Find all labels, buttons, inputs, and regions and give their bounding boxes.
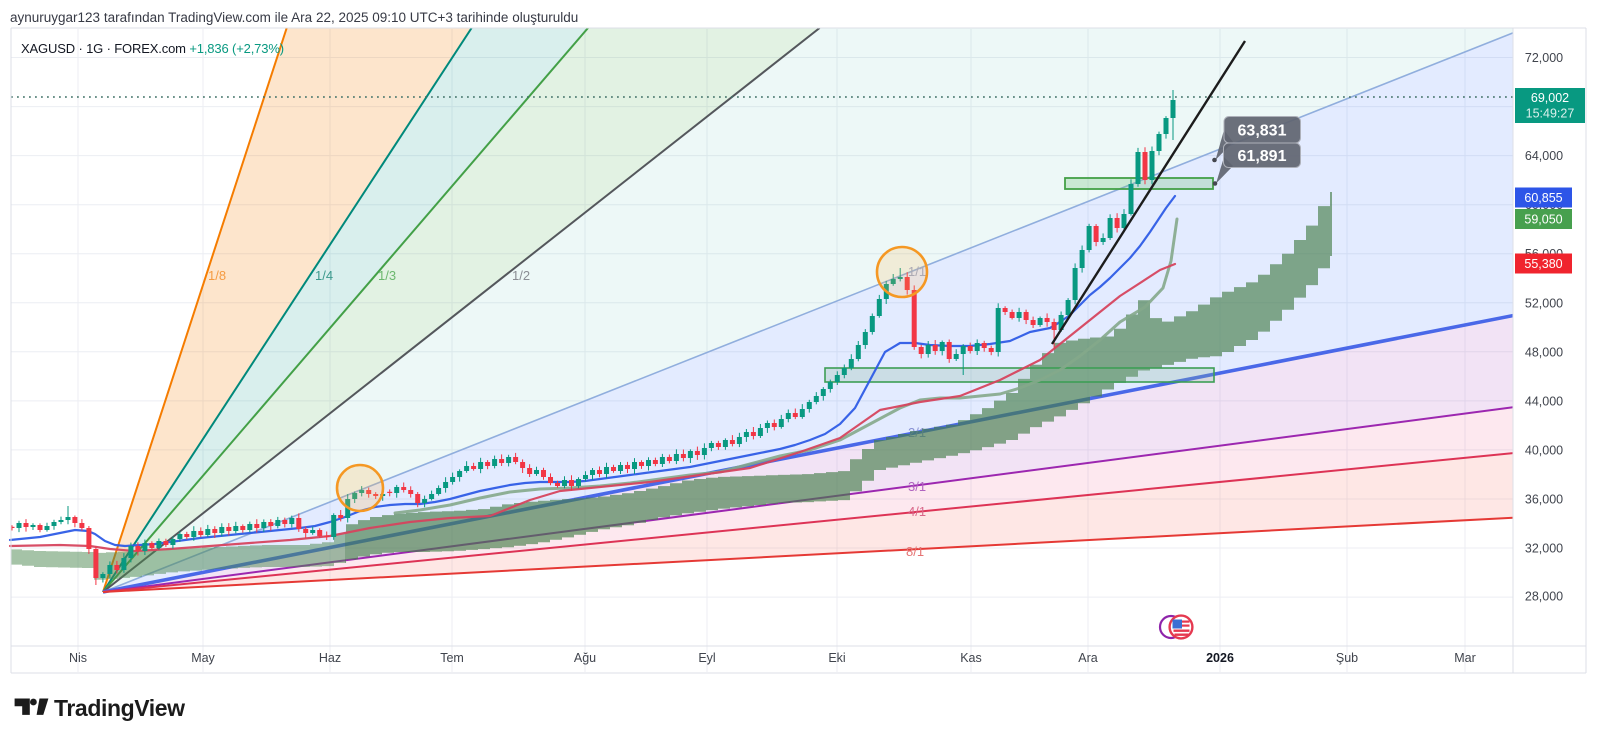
svg-text:1/8: 1/8 [208, 268, 226, 283]
svg-text:aynuruygar123 tarafından Tradi: aynuruygar123 tarafından TradingView.com… [10, 10, 578, 25]
svg-text:55,380: 55,380 [1524, 257, 1562, 271]
svg-text:32,000: 32,000 [1525, 542, 1563, 556]
svg-text:60,855: 60,855 [1524, 191, 1562, 205]
svg-text:Şub: Şub [1336, 651, 1358, 665]
svg-text:8/1: 8/1 [906, 544, 924, 559]
svg-text:3/1: 3/1 [908, 479, 926, 494]
svg-text:15:49:27: 15:49:27 [1526, 107, 1575, 121]
svg-text:Mar: Mar [1454, 651, 1476, 665]
svg-text:1/4: 1/4 [315, 268, 333, 283]
svg-text:52,000: 52,000 [1525, 296, 1563, 310]
svg-text:40,000: 40,000 [1525, 443, 1563, 457]
svg-text:Eyl: Eyl [698, 651, 715, 665]
svg-text:Kas: Kas [960, 651, 982, 665]
svg-text:1/3: 1/3 [378, 268, 396, 283]
svg-text:May: May [191, 651, 215, 665]
svg-text:Haz: Haz [319, 651, 341, 665]
svg-text:4/1: 4/1 [908, 504, 926, 519]
svg-text:Tem: Tem [440, 651, 464, 665]
svg-text:1/2: 1/2 [512, 268, 530, 283]
svg-text:Ağu: Ağu [574, 651, 596, 665]
svg-text:64,000: 64,000 [1525, 149, 1563, 163]
svg-text:2026: 2026 [1206, 651, 1234, 665]
svg-text:1/1: 1/1 [908, 264, 926, 279]
svg-text:Nis: Nis [69, 651, 87, 665]
svg-text:TradingView: TradingView [54, 695, 185, 721]
svg-text:XAGUSD · 1G · FOREX.com +1,836: XAGUSD · 1G · FOREX.com +1,836 (+2,73%) [21, 41, 284, 56]
svg-text:61,891: 61,891 [1238, 148, 1287, 165]
svg-text:69,002: 69,002 [1531, 91, 1569, 105]
svg-text:48,000: 48,000 [1525, 345, 1563, 359]
svg-text:72,000: 72,000 [1525, 51, 1563, 65]
svg-text:59,050: 59,050 [1524, 213, 1562, 227]
svg-text:Ara: Ara [1078, 651, 1098, 665]
svg-text:44,000: 44,000 [1525, 394, 1563, 408]
svg-text:63,831: 63,831 [1238, 123, 1287, 140]
svg-text:Eki: Eki [828, 651, 845, 665]
svg-text:28,000: 28,000 [1525, 590, 1563, 604]
svg-text:36,000: 36,000 [1525, 493, 1563, 507]
